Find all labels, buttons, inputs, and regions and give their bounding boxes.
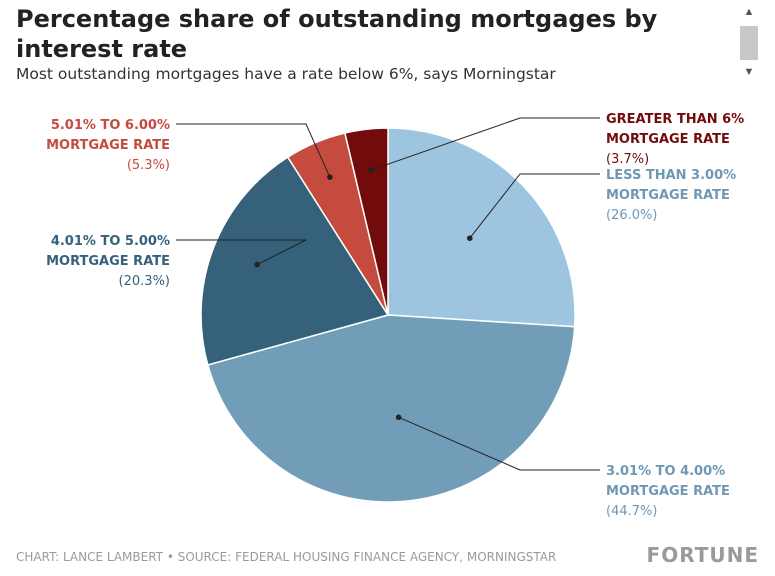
slice-label-title: 3.01% TO 4.00% bbox=[606, 464, 726, 479]
leader-dot bbox=[395, 414, 402, 421]
slice-label-subtitle: MORTGAGE RATE bbox=[46, 254, 170, 269]
slice-value-label: (20.3%) bbox=[118, 274, 170, 289]
scroll-thumb[interactable] bbox=[740, 26, 758, 60]
leader-dot bbox=[327, 174, 333, 180]
leader-line bbox=[469, 173, 600, 239]
slice-label-subtitle: MORTGAGE RATE bbox=[46, 138, 170, 153]
leader-dot bbox=[254, 261, 260, 268]
pie-slice bbox=[387, 127, 576, 328]
slice-label-line-2: MORTGAGE RATE (5.3%) bbox=[0, 136, 170, 176]
slice-label-line-2: MORTGAGE RATE (3.7%) bbox=[606, 130, 775, 170]
leader-line bbox=[176, 239, 307, 266]
slice-value-label: (5.3%) bbox=[126, 158, 170, 173]
slice-value-label: (44.7%) bbox=[606, 504, 658, 519]
fortune-logo: FORTUNE bbox=[646, 543, 759, 567]
scroll-up-icon[interactable]: ▲ bbox=[743, 6, 755, 18]
slice-label-title: LESS THAN 3.00% bbox=[606, 168, 737, 183]
pie-slice bbox=[200, 156, 390, 366]
slice-label-title: 5.01% TO 6.00% bbox=[50, 118, 170, 133]
slice-label-title: 4.01% TO 5.00% bbox=[50, 234, 170, 249]
scrollbar[interactable]: ▲ ▼ bbox=[738, 0, 760, 90]
slice-label-greater-than-6: GREATER THAN 6% MORTGAGE RATE (3.7%) bbox=[606, 110, 775, 170]
leader-dot bbox=[466, 235, 473, 241]
leader-line bbox=[398, 416, 600, 471]
leader-dot bbox=[368, 167, 374, 173]
slice-label-subtitle: MORTGAGE RATE bbox=[606, 132, 730, 147]
slice-value-label: (3.7%) bbox=[606, 152, 650, 167]
chart-source: CHART: LANCE LAMBERT • SOURCE: FEDERAL H… bbox=[16, 550, 557, 564]
slice-value-label: (26.0%) bbox=[606, 208, 658, 223]
slice-label-5-to-6: 5.01% TO 6.00% MORTGAGE RATE (5.3%) bbox=[0, 116, 170, 176]
slice-label-3-to-4: 3.01% TO 4.00% MORTGAGE RATE (44.7%) bbox=[606, 462, 730, 522]
leader-line bbox=[370, 117, 600, 171]
slice-label-subtitle: MORTGAGE RATE bbox=[606, 188, 730, 203]
pie-slice bbox=[206, 314, 576, 503]
slice-label-subtitle: MORTGAGE RATE bbox=[606, 484, 730, 499]
leader-line bbox=[176, 123, 331, 178]
slice-label-title: GREATER THAN 6% bbox=[606, 112, 745, 127]
scroll-down-icon[interactable]: ▼ bbox=[743, 66, 755, 78]
slice-label-4-to-5: 4.01% TO 5.00% MORTGAGE RATE (20.3%) bbox=[46, 232, 170, 292]
pie-slice bbox=[344, 127, 389, 316]
chart-title: Percentage share of outstanding mortgage… bbox=[16, 5, 658, 63]
chart-subtitle: Most outstanding mortgages have a rate b… bbox=[16, 65, 556, 83]
slice-label-less-than-3: LESS THAN 3.00% MORTGAGE RATE (26.0%) bbox=[606, 166, 736, 226]
